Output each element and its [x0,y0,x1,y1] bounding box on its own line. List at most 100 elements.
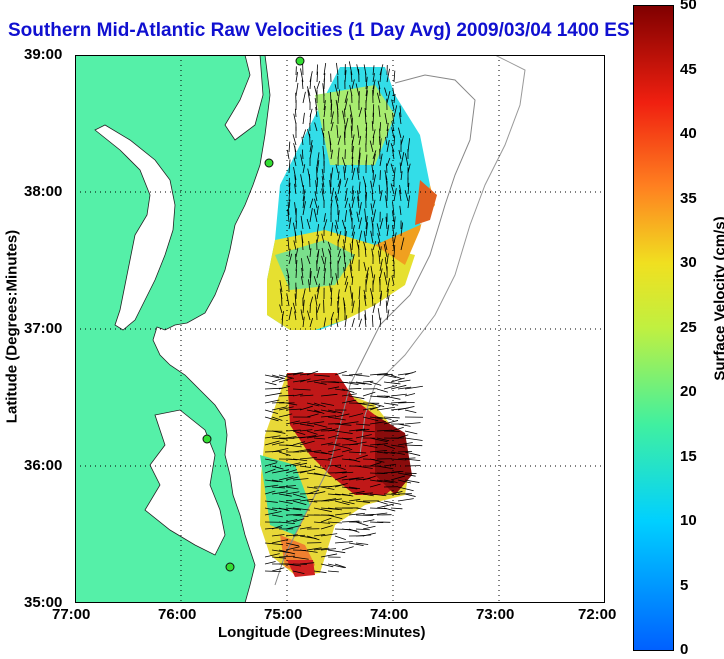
velocity-arrow [376,443,389,446]
velocity-arrow [351,225,355,237]
velocity-arrow [316,234,319,244]
velocity-arrow [344,197,349,209]
velocity-arrow [302,316,305,328]
velocity-arrow [385,195,388,209]
velocity-arrow [299,449,312,453]
velocity-arrow [342,110,346,125]
velocity-arrow [400,222,404,237]
velocity-arrow [323,257,327,272]
y-tick-label: 39:00 [24,46,63,63]
velocity-arrow [376,500,388,505]
velocity-arrow [344,164,347,174]
velocity-arrow [390,377,405,383]
velocity-arrow [286,293,290,307]
map-plot-area[interactable] [75,55,605,603]
velocity-arrow [321,247,325,258]
velocity-arrow [379,122,381,132]
velocity-arrow [313,472,332,478]
velocity-arrow [393,135,396,146]
velocity-arrow [307,89,311,104]
velocity-arrow [271,441,285,446]
velocity-arrow [330,149,333,160]
velocity-arrow [363,289,367,300]
velocity-arrow [372,84,375,97]
velocity-arrow [358,318,362,328]
velocity-arrow [397,401,415,404]
velocity-arrow [299,549,318,553]
radar-station[interactable] [264,158,274,168]
velocity-arrow [351,164,354,174]
velocity-arrow [378,136,381,146]
velocity-arrow [292,493,306,499]
velocity-arrow [379,190,383,202]
map-title: Southern Mid-Atlantic Raw Velocities (1 … [8,20,642,41]
velocity-arrow [379,246,382,258]
velocity-arrow [393,93,396,104]
velocity-arrow [344,262,347,272]
velocity-arrow [299,435,317,439]
velocity-arrow [313,381,327,385]
velocity-arrow [351,156,354,167]
velocity-arrow [334,500,350,506]
velocity-arrow [376,406,395,411]
velocity-arrow [386,139,390,153]
velocity-arrow [271,486,286,489]
velocity-arrow [271,567,285,572]
velocity-arrow [369,507,387,510]
velocity-arrow [341,219,346,230]
velocity-arrow [355,374,370,377]
colorbar-tick-label: 45 [680,61,697,78]
velocity-arrow [355,381,372,385]
velocity-arrow [349,258,353,272]
radar-station[interactable] [225,562,235,572]
velocity-arrow [384,257,388,272]
velocity-arrow [313,423,328,428]
velocity-arrow [376,416,392,420]
velocity-arrow [390,491,403,495]
velocity-arrow [376,429,392,432]
velocity-arrow [348,542,364,546]
radar-station[interactable] [295,56,305,66]
velocity-arrow [327,507,343,511]
velocity-arrow [355,521,369,527]
velocity-arrow [341,500,355,505]
radar-station[interactable] [202,434,212,444]
velocity-arrow [384,240,388,251]
velocity-arrow [383,444,396,450]
velocity-arrow [334,423,352,426]
velocity-arrow [351,238,354,251]
velocity-arrow [398,189,402,202]
velocity-arrow [365,76,368,90]
velocity-arrow [334,512,352,516]
velocity-arrow [330,222,334,237]
velocity-arrow [337,171,340,181]
velocity-arrow [306,535,320,541]
velocity-arrow [313,570,327,574]
velocity-arrow [365,122,368,132]
velocity-arrow [397,442,413,446]
velocity-arrow [327,563,345,569]
velocity-arrow [264,462,278,467]
colorbar-label: Surface Velocity (cm/s) [711,216,724,381]
velocity-arrow [295,259,298,272]
velocity-arrow [397,379,411,383]
velocity-arrow [285,476,299,481]
velocity-arrow [313,402,326,408]
x-tick-label: 75:00 [264,606,303,623]
velocity-arrow [320,415,336,418]
velocity-arrow [309,198,314,209]
velocity-arrow [348,388,362,390]
velocity-arrow [316,283,320,293]
velocity-arrow [327,514,343,520]
velocity-arrow [362,525,376,530]
velocity-arrow [344,209,348,223]
velocity-arrow [285,429,301,432]
velocity-arrow [301,136,304,146]
x-tick-label: 72:00 [578,606,617,623]
velocity-arrow [343,131,346,146]
velocity-arrow [348,441,367,446]
velocity-arrow [313,521,331,524]
velocity-arrow [372,65,375,76]
velocity-arrow [264,542,284,546]
velocity-arrow [315,180,318,195]
